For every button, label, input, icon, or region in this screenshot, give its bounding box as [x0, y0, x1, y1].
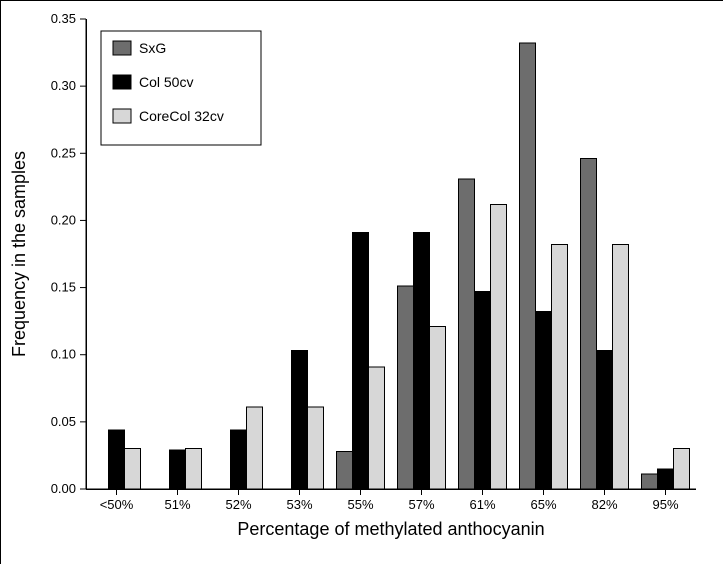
- bar: [307, 407, 323, 489]
- y-tick-label: 0.30: [51, 78, 76, 93]
- bar: [124, 449, 140, 489]
- y-tick-label: 0.05: [51, 414, 76, 429]
- bar: [246, 407, 262, 489]
- bar: [292, 351, 308, 489]
- legend-label: Col 50cv: [139, 74, 193, 90]
- x-tick-label: 55%: [347, 497, 373, 512]
- y-tick-label: 0.15: [51, 280, 76, 295]
- y-axis-label: Frequency in the samples: [9, 151, 29, 357]
- chart-frame: 0.00 0.05 0.10 0.15 0.20 0.25 0.30 0.35 <50% 51% 5…: [0, 0, 723, 564]
- bar: [398, 286, 414, 489]
- legend-label: SxG: [139, 40, 166, 56]
- bar: [658, 469, 674, 489]
- x-tick-label: 82%: [591, 497, 617, 512]
- bar: [551, 245, 567, 489]
- bar: [170, 450, 186, 489]
- bar: [581, 159, 597, 489]
- y-tick-label: 0.20: [51, 212, 76, 227]
- bar: [185, 449, 201, 489]
- x-tick-label: 95%: [652, 497, 678, 512]
- bar: [231, 430, 247, 489]
- y-tick-label: 0.25: [51, 145, 76, 160]
- bar: [536, 312, 552, 489]
- legend-label: CoreCol 32cv: [139, 108, 224, 124]
- bar: [642, 474, 658, 489]
- x-tick-label: 57%: [408, 497, 434, 512]
- x-tick-label: 52%: [225, 497, 251, 512]
- y-tick-label: 0.10: [51, 347, 76, 362]
- y-tick-label: 0.00: [51, 481, 76, 496]
- bar: [520, 43, 536, 489]
- x-tick-label: <50%: [100, 497, 134, 512]
- bar: [597, 351, 613, 489]
- bar: [353, 233, 369, 489]
- bar: [459, 179, 475, 489]
- x-tick-label: 51%: [164, 497, 190, 512]
- x-tick-label: 53%: [286, 497, 312, 512]
- x-axis-label: Percentage of methylated anthocyanin: [237, 519, 544, 539]
- bar: [612, 245, 628, 489]
- legend-swatch: [113, 75, 131, 89]
- bar: [368, 367, 384, 489]
- grouped-bar-chart: 0.00 0.05 0.10 0.15 0.20 0.25 0.30 0.35 <50% 51% 5…: [1, 1, 723, 565]
- bar: [490, 204, 506, 489]
- bar: [429, 327, 445, 489]
- bar: [475, 292, 491, 489]
- bar: [337, 451, 353, 489]
- x-tick-label: 65%: [530, 497, 556, 512]
- legend-swatch: [113, 109, 131, 123]
- bar: [109, 430, 125, 489]
- bar: [673, 449, 689, 489]
- y-tick-label: 0.35: [51, 11, 76, 26]
- x-tick-label: 61%: [469, 497, 495, 512]
- legend-swatch: [113, 41, 131, 55]
- bar: [414, 233, 430, 489]
